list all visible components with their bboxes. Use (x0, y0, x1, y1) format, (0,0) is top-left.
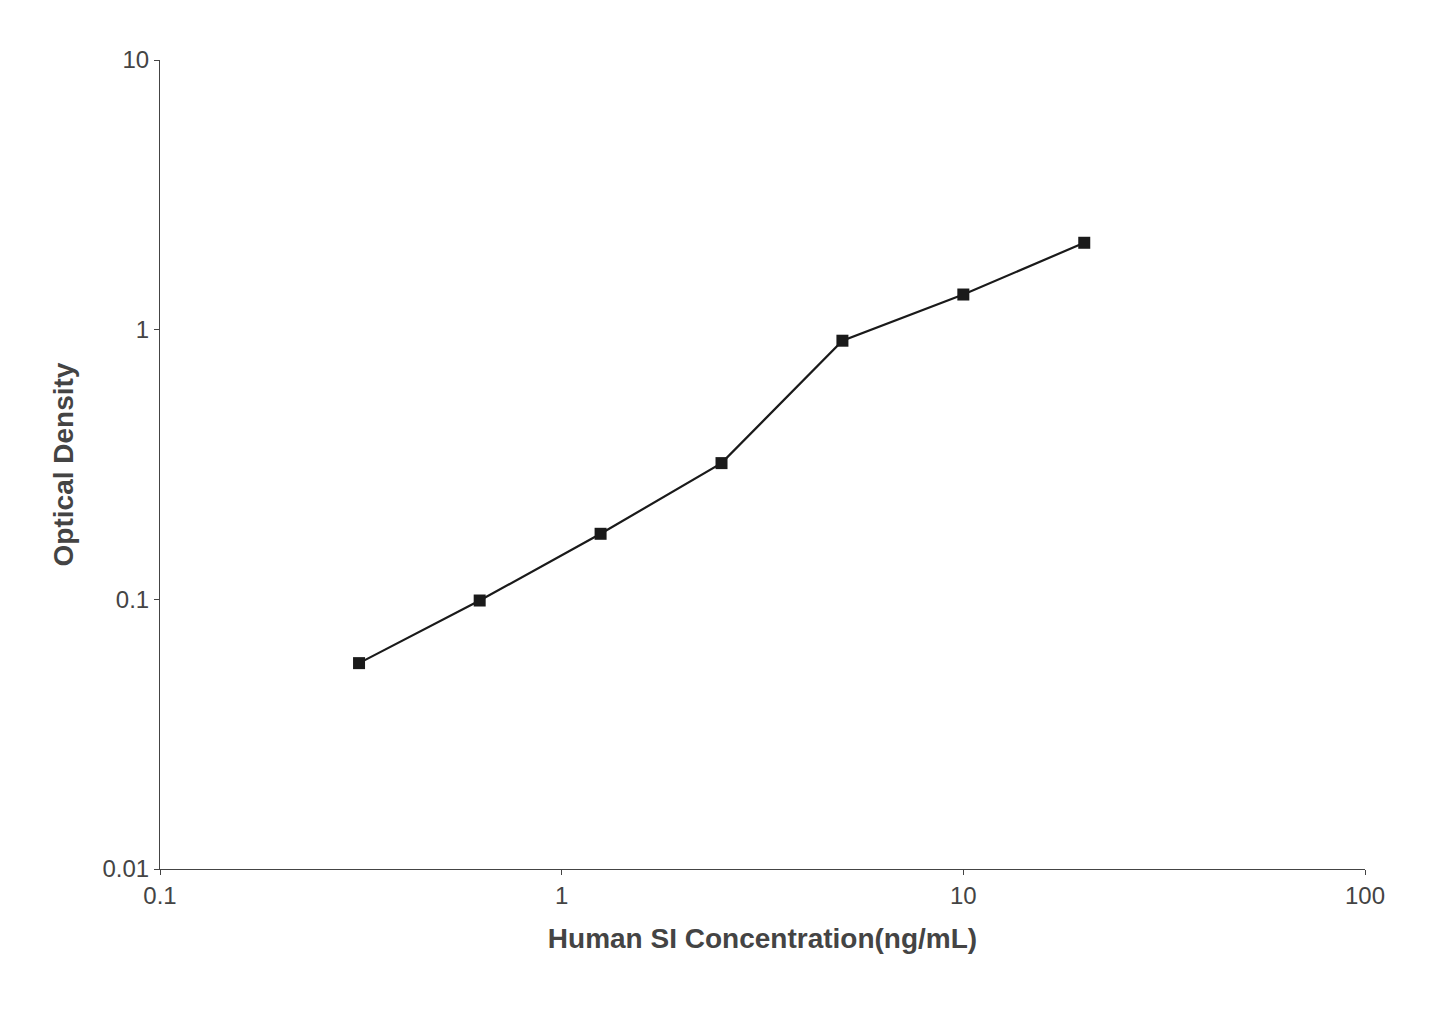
svg-text:0.01: 0.01 (102, 855, 149, 882)
svg-text:100: 100 (1345, 882, 1385, 909)
svg-text:1: 1 (555, 882, 568, 909)
svg-text:0.1: 0.1 (116, 586, 149, 613)
svg-text:10: 10 (122, 46, 149, 73)
svg-text:Human SI Concentration(ng/mL): Human SI Concentration(ng/mL) (548, 923, 977, 954)
svg-text:0.1: 0.1 (143, 882, 176, 909)
svg-text:10: 10 (950, 882, 977, 909)
svg-text:1: 1 (136, 316, 149, 343)
svg-text:Optical Density: Optical Density (48, 362, 79, 566)
